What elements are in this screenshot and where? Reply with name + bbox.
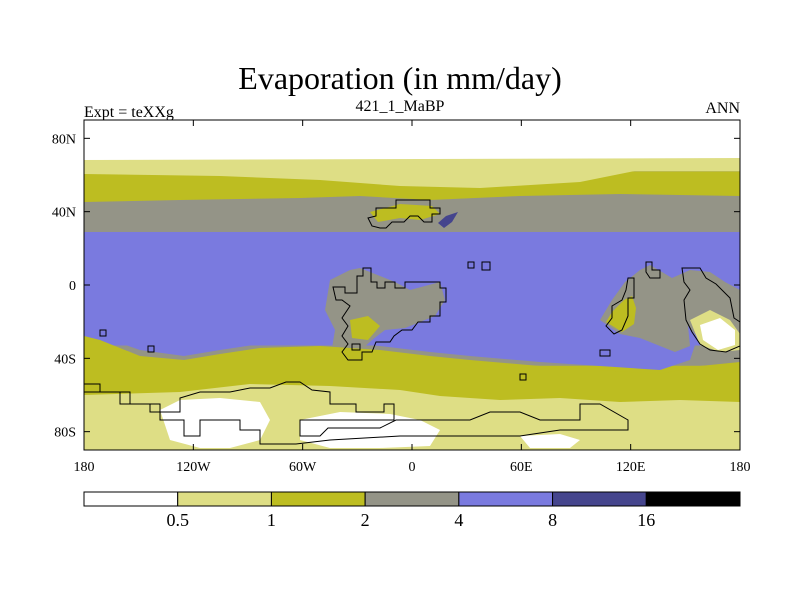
coastline: [99, 329, 107, 337]
colorbar-swatch: [458, 491, 554, 507]
lon-tick-label: 0: [409, 460, 416, 475]
colorbar-swatch: [645, 491, 741, 507]
coastline: [84, 381, 629, 445]
lat-tick-label: 80S: [54, 426, 76, 441]
colorbar-label: 4: [454, 510, 463, 530]
coastline: [367, 199, 441, 229]
evaporation-region: [520, 434, 580, 448]
coastline: [481, 261, 491, 271]
evaporation-region: [438, 212, 458, 228]
coastline: [645, 261, 661, 279]
colorbar-swatch: [552, 491, 647, 507]
colorbar-swatch: [270, 491, 366, 507]
lon-tick-label: 120W: [176, 460, 211, 475]
season-label: ANN: [705, 100, 740, 117]
coastline-layer: [84, 199, 740, 445]
case-label: 421_1_MaBP: [355, 98, 445, 115]
lon-tick-label: 60E: [510, 460, 533, 475]
lat-tick-label: 0: [69, 279, 76, 294]
evaporation-region: [84, 158, 740, 188]
lon-tick-label: 120E: [616, 460, 646, 475]
lon-tick-label: 60W: [289, 460, 317, 475]
evaporation-region: [700, 318, 735, 350]
evaporation-region: [325, 268, 445, 362]
lon-tick-label: 180: [74, 460, 95, 475]
experiment-label: Expt = teXXg: [84, 104, 174, 121]
coastline: [519, 373, 527, 381]
lat-tick-label: 40S: [54, 352, 76, 367]
coastline: [332, 267, 447, 361]
colorbar-label: 1: [267, 510, 276, 530]
lon-tick-label: 180: [730, 460, 751, 475]
longitude-axis: 180 120W 60W 0 60E 120E 180: [74, 120, 751, 475]
lat-tick-label: 80N: [52, 132, 76, 147]
lat-tick-label: 40N: [52, 206, 76, 221]
colorbar-label: 16: [637, 510, 655, 530]
colorbar: 0.5 1 2 4 8 16: [83, 491, 741, 530]
colorbar-swatch: [177, 491, 272, 507]
colorbar-label: 0.5: [166, 510, 189, 530]
evaporation-region: [160, 398, 270, 448]
chart-title: Evaporation (in mm/day): [238, 60, 562, 96]
colorbar-swatch: [364, 491, 460, 507]
evaporation-region: [300, 412, 440, 448]
evaporation-region: [350, 316, 380, 340]
colorbar-swatch: [83, 491, 179, 507]
colorbar-label: 2: [361, 510, 370, 530]
coastline: [681, 267, 740, 353]
latitude-axis: 80N 40N 0 40S 80S: [52, 132, 740, 441]
coastline: [605, 277, 635, 335]
coastline: [147, 345, 155, 353]
colorbar-label: 8: [548, 510, 557, 530]
coastline: [599, 349, 611, 357]
coastline: [467, 261, 475, 269]
coastline: [351, 343, 361, 351]
map-fill-layer: [84, 120, 740, 450]
